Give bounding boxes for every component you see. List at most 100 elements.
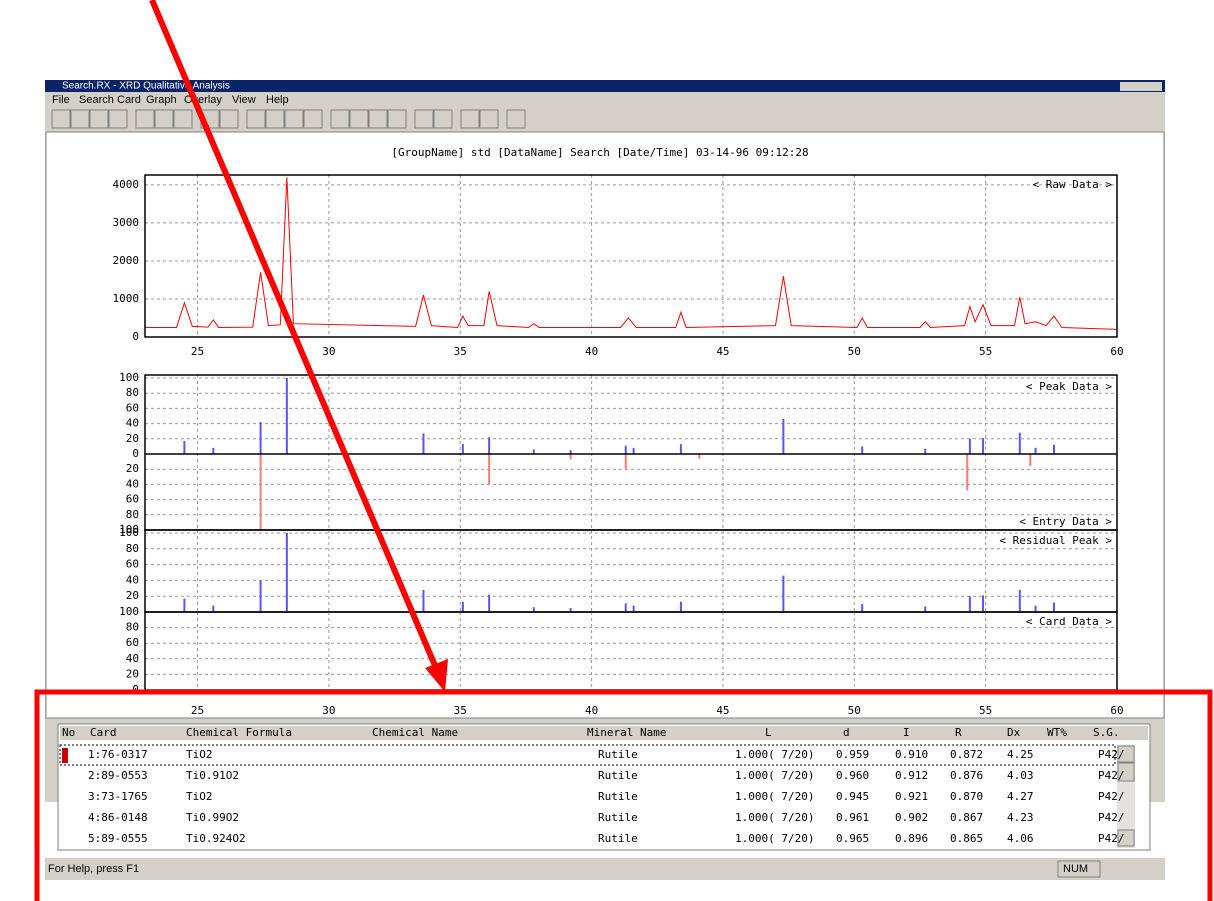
y-tick-label: 0	[132, 330, 139, 343]
menu-item[interactable]: Graph	[146, 94, 177, 106]
y-tick-label: 20	[126, 589, 139, 602]
toolbar-button[interactable]	[284, 109, 304, 129]
menu-item[interactable]: Help	[266, 94, 289, 106]
x-tick-label: 30	[322, 345, 335, 358]
x-tick-label: 50	[848, 704, 861, 717]
table-cell: 0.965	[836, 832, 869, 845]
column-header: d	[843, 726, 850, 739]
table-cell: P42/	[1098, 748, 1125, 761]
y-tick-label: 40	[126, 573, 139, 586]
table-cell: 0.902	[895, 811, 928, 824]
title-bar	[45, 80, 1165, 92]
toolbar-button[interactable]	[433, 109, 453, 129]
column-header: No	[62, 726, 75, 739]
column-header: Mineral Name	[587, 726, 666, 739]
table-cell: 0.945	[836, 790, 869, 803]
y-tick-label: 100	[119, 605, 139, 618]
table-cell: 0.872	[950, 748, 983, 761]
table-cell: Ti0.924O2	[186, 832, 246, 845]
toolbar-button[interactable]	[330, 109, 350, 129]
table-cell: 0.870	[950, 790, 983, 803]
table-cell: Rutile	[598, 790, 638, 803]
toolbar-button[interactable]	[368, 109, 388, 129]
panel-frame	[144, 174, 1118, 338]
y-tick-label: 40	[126, 417, 139, 430]
scroll-thumb[interactable]	[1117, 762, 1135, 782]
y-tick-label: 2000	[113, 254, 140, 267]
toolbar-button[interactable]	[414, 109, 434, 129]
table-cell: 0.876	[950, 769, 983, 782]
toolbar-button[interactable]	[246, 109, 266, 129]
table-cell: Rutile	[598, 832, 638, 845]
x-tick-label: 55	[979, 704, 992, 717]
window-title: Search.RX - XRD Qualitative Analysis	[62, 81, 230, 92]
window-controls[interactable]	[1120, 82, 1162, 91]
y-tick-label: 100	[119, 523, 139, 536]
y-tick-label: 4000	[113, 178, 140, 191]
table-cell: Rutile	[598, 769, 638, 782]
table-cell: 4.03	[1007, 769, 1034, 782]
x-tick-label: 45	[716, 704, 729, 717]
table-cell: 4.23	[1007, 811, 1034, 824]
table-cell: 1.000( 7/20)	[735, 790, 814, 803]
highlight-box	[34, 689, 1213, 901]
table-cell: 5:89-0555	[88, 832, 148, 845]
column-header: Dx	[1007, 726, 1021, 739]
y-tick-label: 60	[126, 401, 139, 414]
table-cell: 0.960	[836, 769, 869, 782]
table-cell: 4.25	[1007, 748, 1034, 761]
y-tick-label: 20	[126, 432, 139, 445]
toolbar-button[interactable]	[387, 109, 407, 129]
toolbar-button[interactable]	[303, 109, 323, 129]
menu-item[interactable]: Search	[79, 94, 114, 106]
y-tick-label: 60	[126, 558, 139, 571]
column-header: R	[955, 726, 962, 739]
table-cell: 1:76-0317	[88, 748, 148, 761]
menu-item[interactable]: Card	[117, 94, 141, 106]
table-cell: 2:89-0553	[88, 769, 148, 782]
y-tick-label: 100	[119, 371, 139, 384]
y-tick-label: 60	[126, 636, 139, 649]
scroll-down[interactable]	[1117, 829, 1135, 847]
x-tick-label: 35	[454, 704, 467, 717]
y-tick-label: 3000	[113, 216, 140, 229]
scroll-up[interactable]	[1117, 745, 1135, 763]
table-cell: 0.910	[895, 748, 928, 761]
table-cell: 0.865	[950, 832, 983, 845]
toolbar-button[interactable]	[154, 109, 174, 129]
toolbar-button[interactable]	[265, 109, 285, 129]
toolbar-button[interactable]	[89, 109, 109, 129]
toolbar-button[interactable]	[135, 109, 155, 129]
menu-item[interactable]: View	[232, 94, 256, 106]
panel-label: < Card Data >	[1026, 615, 1112, 628]
column-header: Card	[90, 726, 117, 739]
plot-header: [GroupName] std [DataName] Search [Date/…	[391, 146, 808, 159]
table-cell: 0.867	[950, 811, 983, 824]
toolbar-button[interactable]	[173, 109, 193, 129]
panel-label: < Entry Data >	[1019, 515, 1112, 528]
arrow-shaft	[149, 0, 439, 670]
toolbar-button[interactable]	[108, 109, 128, 129]
table-cell: 1.000( 7/20)	[735, 748, 814, 761]
table-cell: 0.959	[836, 748, 869, 761]
toolbar-button[interactable]	[51, 109, 71, 129]
toolbar-button[interactable]	[506, 109, 526, 129]
toolbar-button[interactable]	[70, 109, 90, 129]
x-tick-label: 40	[585, 345, 598, 358]
y-tick-label: 80	[126, 386, 139, 399]
row-selection	[59, 744, 1116, 766]
x-tick-label: 50	[848, 345, 861, 358]
table-cell: 4.06	[1007, 832, 1034, 845]
table-cell: Rutile	[598, 748, 638, 761]
toolbar-button[interactable]	[460, 109, 480, 129]
panel-label: < Peak Data >	[1026, 380, 1112, 393]
y-tick-label: 0	[132, 447, 139, 460]
raw-line	[145, 177, 1118, 330]
y-tick-label: 80	[126, 508, 139, 521]
y-tick-label: 20	[126, 462, 139, 475]
toolbar-button[interactable]	[349, 109, 369, 129]
menu-item[interactable]: File	[52, 94, 70, 106]
y-tick-label: 80	[126, 542, 139, 555]
toolbar-button[interactable]	[479, 109, 499, 129]
toolbar-button[interactable]	[219, 109, 239, 129]
